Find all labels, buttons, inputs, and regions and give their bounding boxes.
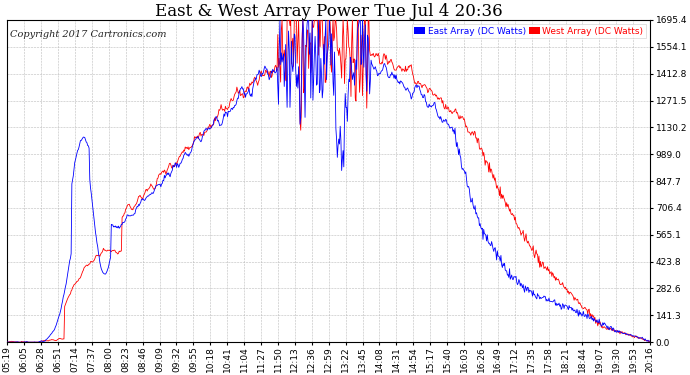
Text: Copyright 2017 Cartronics.com: Copyright 2017 Cartronics.com xyxy=(10,30,167,39)
Legend: East Array (DC Watts), West Array (DC Watts): East Array (DC Watts), West Array (DC Wa… xyxy=(412,24,646,38)
Title: East & West Array Power Tue Jul 4 20:36: East & West Array Power Tue Jul 4 20:36 xyxy=(155,3,502,20)
